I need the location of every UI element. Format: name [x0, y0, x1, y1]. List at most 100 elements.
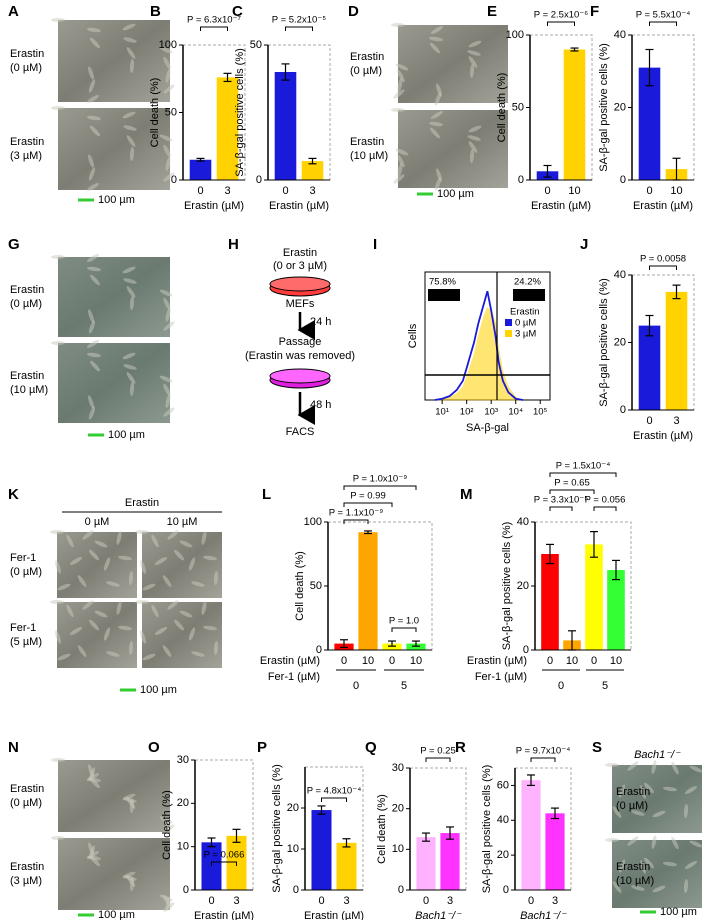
cell-texture [640, 860, 646, 874]
cell-texture [174, 619, 184, 631]
y-tick-label: 20 [392, 803, 404, 815]
bar [541, 554, 559, 650]
p-value: P = 0.25 [420, 746, 455, 757]
bar [189, 159, 212, 180]
x-tick-label: 10² [460, 407, 474, 418]
dish [269, 368, 331, 384]
cell-texture [165, 394, 171, 408]
condition-label: (0 µM) [616, 800, 648, 812]
group-axis-title: Fer-1 (µM) [268, 671, 320, 683]
y-axis-title: SA-β-gal positive cells (%) [481, 765, 493, 894]
bar [563, 49, 586, 180]
cell-texture [395, 63, 409, 71]
histogram-area [434, 307, 524, 401]
cell-texture [126, 135, 136, 147]
error-bar [308, 157, 317, 165]
p-value: P = 0.066 [204, 850, 245, 861]
cell-texture [627, 761, 639, 771]
cell-texture [663, 861, 677, 867]
cell-texture [605, 763, 619, 767]
cell-texture [126, 47, 136, 59]
dish [269, 276, 331, 292]
p-value: P = 3.3x10⁻⁵ [534, 495, 589, 506]
y-axis-title: SA-β-gal positive cells (%) [501, 522, 513, 651]
bar [665, 291, 688, 410]
significance-bracket [549, 472, 617, 477]
x-axis-title: Erastin (µM) [304, 910, 364, 920]
cell-texture [122, 23, 136, 31]
cell-texture [684, 861, 698, 869]
significance-bracket [321, 797, 347, 802]
cell-texture [429, 36, 443, 42]
cell-texture [162, 575, 172, 587]
x-tick-label: 0 [282, 185, 288, 197]
cell-texture [467, 50, 481, 56]
cell-texture [57, 583, 71, 591]
panel-letter: S [592, 739, 602, 756]
y-tick-label: 0 [183, 884, 189, 896]
cell-texture [644, 782, 654, 794]
column-label: 0 µM [85, 516, 110, 528]
diagram-text: 24 h [310, 316, 331, 328]
cell-texture [436, 168, 442, 182]
scale-bar-label: 100 µm [140, 684, 177, 696]
bar [201, 842, 222, 890]
cell-texture [129, 382, 135, 396]
x-tick-label: 10¹ [435, 407, 449, 418]
cell-texture [106, 581, 120, 587]
cell-texture [430, 26, 444, 34]
significance-bracket [391, 627, 417, 632]
cell-texture [159, 816, 173, 824]
y-tick-label: 50 [310, 580, 322, 592]
cell-texture [468, 125, 482, 133]
x-tick-label: 3 [343, 895, 349, 907]
cell-texture [90, 274, 100, 286]
cell-texture [434, 92, 442, 106]
cell-texture [652, 885, 666, 893]
cell-texture [69, 627, 83, 635]
y-tick-label: 0 [518, 174, 524, 186]
bar [440, 833, 460, 890]
condition-label: (3 µM) [10, 875, 42, 887]
legend-swatch [505, 330, 512, 337]
cell-texture [140, 560, 146, 574]
cell-texture [135, 600, 149, 604]
cell-texture [159, 46, 173, 54]
cell-texture [142, 583, 156, 591]
error-bar [570, 47, 579, 52]
cell-texture [167, 530, 179, 540]
cell-texture [50, 530, 64, 534]
bar [382, 643, 402, 650]
condition-label: Erastin [350, 136, 384, 148]
error-bar [543, 164, 552, 178]
cell-texture [159, 375, 173, 383]
scale-bar-label: 100 µm [437, 188, 474, 200]
y-tick-label: 40 [517, 516, 529, 528]
condition-label: (0 µM) [10, 797, 42, 809]
micrograph [612, 840, 702, 908]
cell-texture [397, 154, 405, 168]
significance-bracket [200, 26, 228, 31]
cell-texture [90, 37, 100, 49]
cell-texture [397, 163, 403, 177]
error-bar [446, 826, 454, 840]
condition-label: Fer-1 [10, 622, 36, 634]
condition-label: Erastin [10, 783, 44, 795]
significance-bracket [649, 21, 677, 26]
cell-texture [434, 177, 442, 191]
panel-letter: I [373, 236, 377, 253]
bar [521, 780, 541, 890]
cell-texture [86, 183, 100, 191]
x-tick-label: 0 [318, 895, 324, 907]
cell-texture [140, 630, 146, 644]
condition-label: (0 µM) [10, 298, 42, 310]
x-axis-title: Erastin (µM) [269, 200, 329, 212]
cell-texture [162, 645, 172, 657]
x-axis-title: SA-β-gal [466, 422, 509, 434]
y-axis-title: Cells [407, 323, 419, 348]
cell-texture [430, 111, 444, 119]
cell-texture [631, 885, 645, 891]
y-tick-label: 0 [620, 174, 626, 186]
cell-texture [159, 894, 173, 902]
condition-label: Fer-1 [10, 552, 36, 564]
